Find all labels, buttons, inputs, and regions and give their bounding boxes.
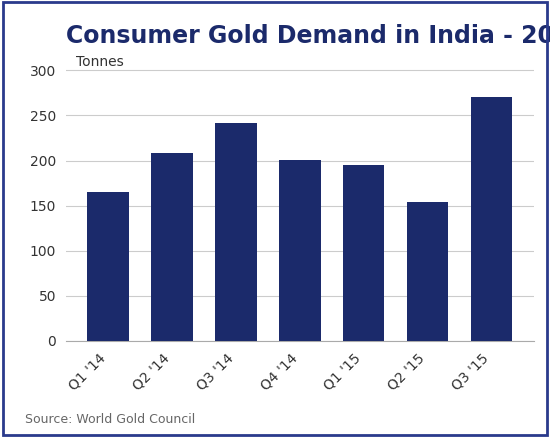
Bar [471,97,512,341]
Bar [279,160,321,341]
Text: Tonnes: Tonnes [76,55,124,69]
Text: Source: World Gold Council: Source: World Gold Council [25,413,195,426]
Bar [215,123,257,341]
Bar [87,192,129,341]
Bar [407,202,448,341]
Bar [343,165,384,341]
Bar [151,153,192,341]
Text: Consumer Gold Demand in India - 2014-Present: Consumer Gold Demand in India - 2014-Pre… [66,24,550,48]
